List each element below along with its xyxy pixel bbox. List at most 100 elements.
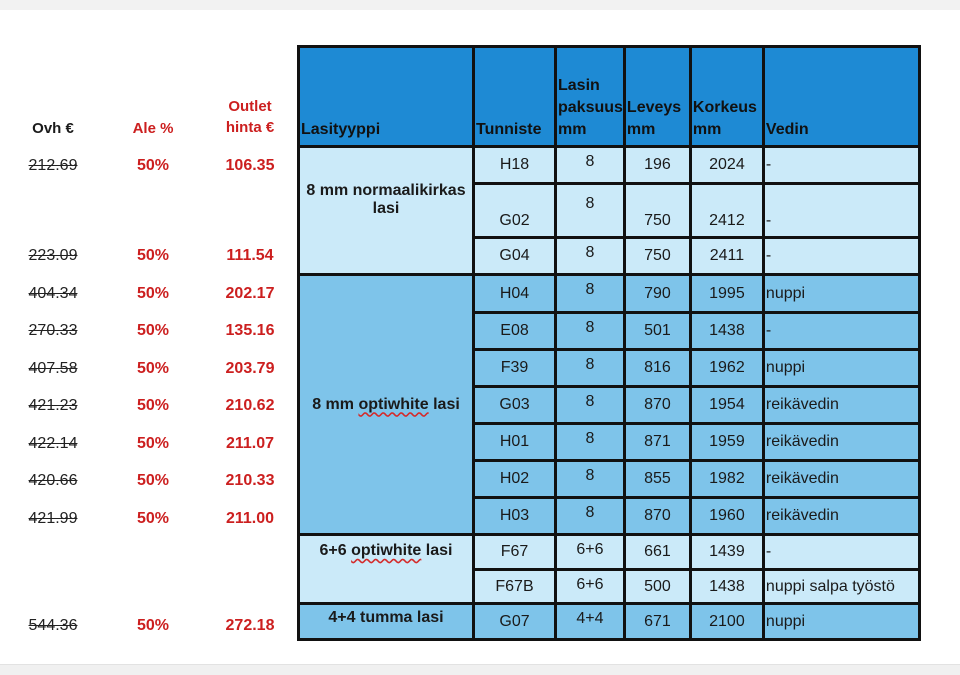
cell-id: H04 xyxy=(472,273,557,314)
cell-handle: reikävedin xyxy=(761,459,921,499)
cell-thickness: 8 xyxy=(554,182,626,239)
price-original: 212.69 xyxy=(28,157,78,174)
cell-thickness: 8 xyxy=(554,422,626,462)
cell-height: 1954 xyxy=(688,385,765,425)
table-row: 4+4 tumma lasi G07 4+4 671 2100 nuppi xyxy=(297,602,921,641)
price-original: 223.09 xyxy=(28,247,78,264)
table-row: 8 mm optiwhite lasi H04 8 790 1995 nuppi xyxy=(297,273,921,536)
cell-height: 2412 xyxy=(688,182,765,239)
price-outlet: 210.62 xyxy=(225,397,275,414)
col-header-korkeus: Korkeus mm xyxy=(688,45,765,148)
cell-width: 750 xyxy=(622,182,692,239)
col-header-leveys: Leveys mm xyxy=(622,45,692,148)
cell-width: 870 xyxy=(622,496,692,536)
header-ale: Ale % xyxy=(132,120,174,137)
group-normaalikirkas-line1: 8 mm normaalikirkas xyxy=(306,182,466,199)
col-header-leveys-line1: Leveys xyxy=(626,99,682,116)
price-original: 421.23 xyxy=(28,397,78,414)
cell-handle: nuppi xyxy=(761,602,921,641)
cell-thickness: 8 xyxy=(554,145,626,185)
cell-thickness: 8 xyxy=(554,459,626,499)
discount-percent: 50% xyxy=(136,617,170,634)
price-outlet: 202.17 xyxy=(225,285,275,302)
table-row: G03 8 870 1954 reikävedin xyxy=(299,385,921,425)
group-optiwhite66-prefix: 6+6 xyxy=(319,542,352,559)
cell-height: 2100 xyxy=(688,602,765,641)
col-header-korkeus-line2: mm xyxy=(692,121,722,138)
price-outlet: 106.35 xyxy=(225,157,275,174)
price-original: 544.36 xyxy=(28,617,78,634)
discount-percent: 50% xyxy=(136,247,170,264)
cell-thickness: 8 xyxy=(554,496,626,536)
price-outlet: 272.18 xyxy=(225,617,275,634)
top-band xyxy=(0,0,960,10)
discount-percent xyxy=(118,542,188,564)
cell-height: 2411 xyxy=(688,236,765,276)
price-outlet xyxy=(212,206,288,228)
price-outlet: 210.33 xyxy=(225,472,275,489)
cell-height: 1995 xyxy=(688,273,765,314)
cell-height: 1960 xyxy=(688,496,765,536)
table-row: F67B 6+6 500 1438 nuppi salpa työstö xyxy=(299,568,921,605)
cell-width: 196 xyxy=(622,145,692,185)
header-outlet-price: Outlet hinta € xyxy=(212,96,288,138)
discount-percent: 50% xyxy=(136,157,170,174)
table-row: H01 8 871 1959 reikävedin xyxy=(299,422,921,462)
price-outlet: 111.54 xyxy=(226,247,274,264)
cell-id: G03 xyxy=(472,385,557,425)
discount-percent: 50% xyxy=(136,435,170,452)
table-row: G02 8 750 2412 - xyxy=(299,182,921,239)
discount-percent: 50% xyxy=(136,510,170,527)
col-header-lasityyppi: Lasityyppi xyxy=(297,45,475,148)
cell-width: 500 xyxy=(622,568,692,605)
cell-handle: reikävedin xyxy=(761,422,921,462)
cell-id: E08 xyxy=(472,311,557,351)
cell-height: 1439 xyxy=(688,533,765,571)
table-row: F39 8 816 1962 nuppi xyxy=(299,348,921,388)
price-outlet: 211.07 xyxy=(225,435,275,452)
discount-percent: 50% xyxy=(136,285,170,302)
bottom-band xyxy=(0,664,960,675)
discount-percent: 50% xyxy=(136,360,170,377)
cell-id: H02 xyxy=(472,459,557,499)
price-original: 270.33 xyxy=(28,322,78,339)
cell-id: H01 xyxy=(472,422,557,462)
discount-percent xyxy=(118,206,188,228)
price-original: 404.34 xyxy=(28,285,78,302)
price-original: 420.66 xyxy=(28,472,78,489)
cell-width: 790 xyxy=(622,273,692,314)
price-original: 407.58 xyxy=(28,360,78,377)
group-optiwhite-6plus6: 6+6 optiwhite lasi xyxy=(297,533,475,605)
group-optiwhite-8mm: 8 mm optiwhite lasi xyxy=(297,273,475,536)
header-outlet-line1: Outlet xyxy=(228,98,272,115)
table-row: H03 8 870 1960 reikävedin xyxy=(299,496,921,536)
price-outlet xyxy=(212,542,288,564)
glass-table: Lasityyppi Tunniste Lasin paksuus mm Lev… xyxy=(297,45,921,641)
col-header-paksuus-line2: paksuus xyxy=(558,99,623,116)
cell-width: 871 xyxy=(622,422,692,462)
cell-thickness: 8 xyxy=(554,236,626,276)
col-header-paksuus-line3: mm xyxy=(558,121,587,138)
cell-handle: reikävedin xyxy=(761,385,921,425)
group-optiwhite-prefix: 8 mm xyxy=(312,395,359,413)
col-header-korkeus-line1: Korkeus xyxy=(692,99,757,116)
table-row: G04 8 750 2411 - xyxy=(299,236,921,276)
cell-height: 2024 xyxy=(688,145,765,185)
cell-thickness: 8 xyxy=(554,348,626,388)
cell-height: 1438 xyxy=(688,311,765,351)
price-original: 422.14 xyxy=(28,435,78,452)
cell-thickness: 6+6 xyxy=(554,568,626,605)
cell-thickness: 8 xyxy=(554,311,626,351)
cell-id: H18 xyxy=(472,145,557,185)
cell-thickness: 4+4 xyxy=(554,602,626,641)
cell-id: F67 xyxy=(472,533,557,571)
price-original xyxy=(18,542,88,564)
col-header-paksuus-line1: Lasin xyxy=(558,77,600,94)
cell-thickness: 6+6 xyxy=(554,533,626,571)
cell-width: 870 xyxy=(622,385,692,425)
price-outlet xyxy=(212,576,288,598)
cell-width: 501 xyxy=(622,311,692,351)
group-optiwhite-word: optiwhite xyxy=(358,395,429,413)
cell-width: 661 xyxy=(622,533,692,571)
cell-height: 1962 xyxy=(688,348,765,388)
